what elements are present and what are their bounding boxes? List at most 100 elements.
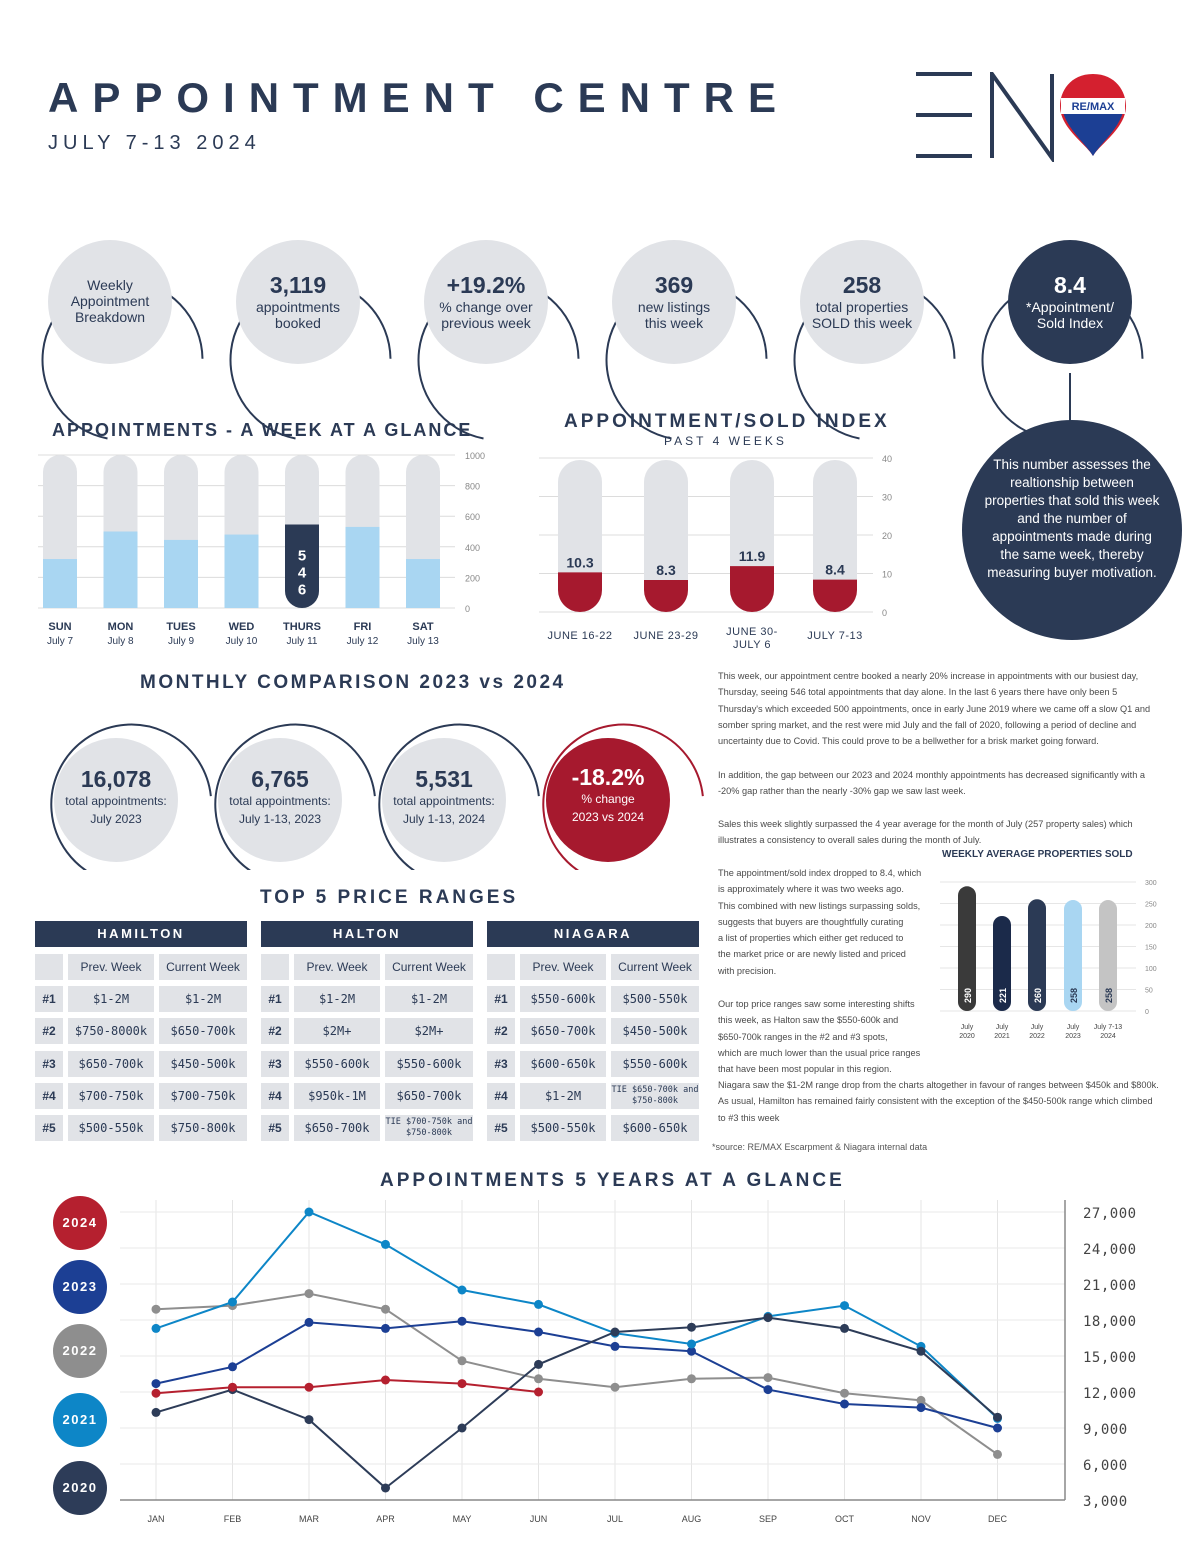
avg-category-label: July	[996, 1024, 1009, 1031]
weekly-ytick: 200	[465, 573, 480, 583]
legend-2021: 2021	[53, 1393, 107, 1447]
line-ytick: 21,000	[1083, 1278, 1137, 1294]
weekly-bar	[224, 534, 259, 608]
price-table-prev-value: $500-550k	[520, 1115, 606, 1142]
index-note-circle	[962, 420, 1182, 640]
price-ranges-title: TOP 5 PRICE RANGES	[260, 887, 519, 908]
weekly-ytick: 0	[465, 604, 470, 614]
line-point-2023	[304, 1317, 314, 1327]
avg-data-label: 258	[1069, 988, 1079, 1003]
stat-circle-bg-2	[236, 240, 360, 364]
line-point-2020	[763, 1313, 773, 1323]
stat-weekly-breakdown: Weekly Appointment Breakdown	[70, 277, 150, 325]
line-month-label: MAY	[453, 1514, 472, 1524]
line-month-label: NOV	[911, 1514, 931, 1524]
price-table-rank: #2	[35, 1018, 63, 1045]
line-point-2024	[534, 1387, 543, 1397]
price-table-rank: #5	[261, 1115, 289, 1142]
avg-data-label: 258	[1104, 988, 1114, 1003]
line-point-2021	[381, 1239, 390, 1249]
index-category-label: JUNE 16-22	[548, 630, 613, 642]
index-bar	[558, 572, 602, 612]
line-month-label: JUL	[607, 1514, 623, 1524]
weekly-day-label: SAT	[412, 621, 433, 633]
legend-2024: 2024	[53, 1196, 107, 1250]
price-table-prev-label: Prev. Week	[520, 954, 606, 980]
price-table-curr-value: $1-2M	[159, 986, 247, 1012]
price-table-rank-col	[487, 954, 515, 980]
line-point-2022	[916, 1395, 926, 1405]
stat-sold-index: 8.4 *Appointment/ Sold Index	[1026, 272, 1114, 331]
line-point-2023	[151, 1379, 161, 1389]
line-point-2024	[457, 1379, 467, 1389]
weekly-ytick: 600	[465, 512, 480, 522]
price-table-rank: #1	[35, 986, 63, 1012]
weekly-bar	[285, 524, 319, 608]
legend-2022: 2022	[53, 1324, 107, 1378]
line-point-2021	[457, 1285, 467, 1295]
index-ytick: 10	[882, 570, 892, 580]
price-table-rank: #2	[487, 1018, 515, 1045]
price-table-prev-value: $550-600k	[520, 986, 606, 1012]
weekly-bar	[164, 539, 198, 608]
avg-sold-chart: 0 50 100 150 200 250 300 290 July 2020 221 July 2021…	[940, 880, 1157, 1040]
monthly-july-1-13-2024: 5,531 total appointments: July 1-13, 202…	[393, 766, 495, 826]
avg-bar	[958, 886, 976, 1011]
index-ytick: 20	[882, 531, 892, 541]
avg-category-label: July	[1031, 1024, 1044, 1031]
price-table-header-halton: HALTON	[261, 921, 473, 947]
line-point-2023	[687, 1346, 696, 1356]
line-point-2022	[610, 1382, 620, 1392]
stat-properties-sold: 258 total properties SOLD this week	[811, 272, 913, 331]
commentary-para-5: Our top price ranges saw some interestin…	[718, 999, 921, 1075]
line-point-2024	[304, 1382, 314, 1392]
line-month-label: SEP	[759, 1514, 777, 1524]
index-category-label: JUNE 30-	[726, 626, 778, 638]
price-table-prev-value: $2M+	[294, 1018, 380, 1045]
line-point-2020	[534, 1359, 543, 1369]
line-point-2020	[304, 1415, 314, 1425]
avg-ytick: 200	[1145, 923, 1157, 930]
line-point-2023	[763, 1385, 773, 1395]
price-table-header-niagara: NIAGARA	[487, 921, 699, 947]
commentary-para-3: Sales this week slightly surpassed the 4…	[718, 819, 1133, 846]
line-series-2020	[155, 1316, 999, 1490]
line-point-2023	[534, 1327, 543, 1337]
line-ytick: 9,000	[1083, 1422, 1128, 1438]
avg-category-label: 2020	[959, 1033, 975, 1040]
line-point-2020	[687, 1322, 696, 1332]
line-series-2021	[155, 1210, 999, 1420]
avg-ytick: 0	[1145, 1009, 1149, 1016]
index-bar	[644, 580, 688, 612]
weekly-ytick: 1000	[465, 451, 485, 461]
avg-ytick: 300	[1145, 880, 1157, 887]
line-ytick: 15,000	[1083, 1350, 1137, 1366]
weekly-date-label: July 11	[287, 636, 318, 647]
index-ytick: 40	[882, 454, 892, 464]
line-point-2022	[840, 1388, 849, 1398]
index-ytick: 30	[882, 493, 892, 503]
price-table-curr-value: $600-650k	[611, 1115, 699, 1142]
line-point-2022	[151, 1304, 161, 1314]
legend-2023: 2023	[53, 1260, 107, 1314]
weekly-day-label: WED	[229, 621, 255, 633]
weekly-date-label: July 9	[168, 636, 195, 647]
line-ytick: 27,000	[1083, 1206, 1137, 1222]
avg-bar	[1028, 899, 1046, 1011]
price-table-prev-value: $500-550k	[68, 1115, 154, 1142]
price-table-curr-value: $2M+	[385, 1018, 473, 1045]
avg-ytick: 250	[1145, 902, 1157, 909]
five-year-title: APPOINTMENTS 5 YEARS AT A GLANCE	[380, 1170, 845, 1191]
monthly-july-1-13-2023: 6,765 total appointments: July 1-13, 202…	[229, 766, 331, 826]
remax-logo-text: RE/MAX	[1072, 101, 1115, 113]
monthly-circle-bg-4	[546, 738, 670, 862]
line-point-2021	[840, 1301, 849, 1311]
avg-category-label: July	[961, 1024, 974, 1031]
avg-category-label: 2021	[994, 1033, 1010, 1040]
line-ytick: 18,000	[1083, 1314, 1137, 1330]
line-point-2023	[228, 1362, 237, 1372]
price-table-rank: #4	[487, 1082, 515, 1109]
index-category-label: JULY 7-13	[807, 630, 862, 642]
line-point-2024	[151, 1388, 161, 1398]
weekly-bar	[345, 526, 380, 608]
